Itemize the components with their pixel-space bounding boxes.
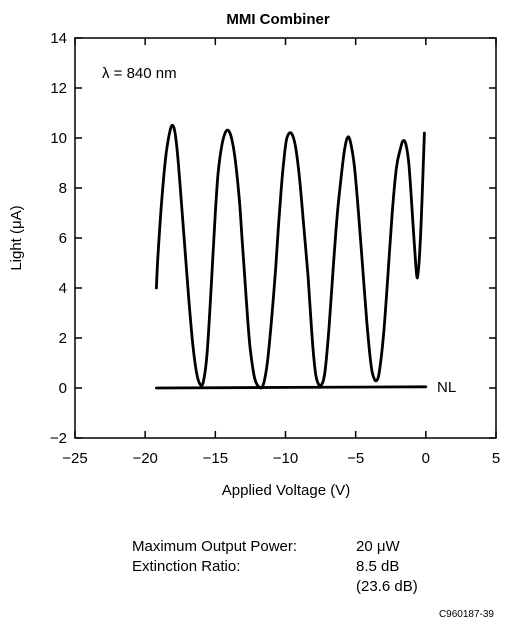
y-tick-label: 2 [59,330,67,347]
x-tick-label: 5 [492,450,500,467]
figure-id: C960187-39 [439,609,494,620]
y-axis-title: Light (μA) [8,205,25,270]
y-axis: −2 0 2 4 6 8 10 12 14 [50,30,496,447]
y-tick-label: −2 [50,430,67,447]
nl-baseline [156,387,425,388]
y-tick-label: 6 [59,230,67,247]
extinction-value: 8.5 dB [356,557,418,577]
light-curve [156,125,424,388]
chart-title: MMI Combiner [226,11,329,28]
series-layer [156,125,425,388]
extinction-value-db: (23.6 dB) [356,577,418,597]
x-tick-label: −5 [347,450,364,467]
x-axis-title: Applied Voltage (V) [222,482,350,499]
y-tick-label: 8 [59,180,67,197]
y-tick-label: 4 [59,280,67,297]
y-tick-label: 12 [50,80,67,97]
x-tick-label: −20 [132,450,157,467]
max-power-label: Maximum Output Power: [132,537,297,557]
max-power-value: 20 μW [356,537,418,557]
nl-annotation: NL [437,379,456,396]
wavelength-annotation: λ = 840 nm [102,65,177,82]
plot-frame [75,38,496,438]
y-tick-label: 14 [50,30,67,47]
x-axis: −25 −20 −15 −10 −5 0 5 [62,38,500,467]
x-tick-label: −10 [273,450,298,467]
y-tick-label: 10 [50,130,67,147]
y-tick-label: 0 [59,380,67,397]
info-values: 20 μW 8.5 dB (23.6 dB) [356,537,418,597]
x-tick-label: −25 [62,450,87,467]
x-tick-label: 0 [422,450,430,467]
extinction-label: Extinction Ratio: [132,557,297,577]
x-tick-label: −15 [203,450,228,467]
info-labels: Maximum Output Power: Extinction Ratio: [132,537,297,577]
